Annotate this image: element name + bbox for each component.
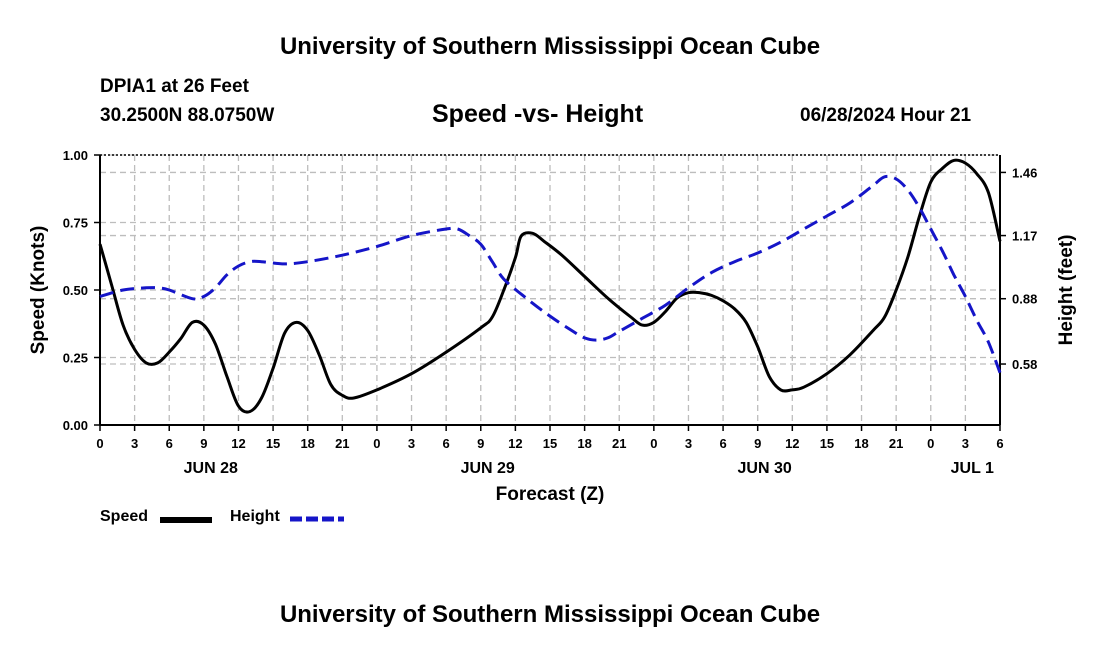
date-label: JUN 28 [184,460,238,477]
x-tick-label: 3 [685,436,692,451]
x-tick-label: 9 [754,436,761,451]
x-tick-label: 18 [300,436,314,451]
x-axis-title: Forecast (Z) [496,484,605,505]
gridlines [99,154,1001,426]
x-tick-label: 3 [962,436,969,451]
x-tick-label: 9 [200,436,207,451]
height-series-line [99,174,1002,374]
date-label: JUN 30 [737,460,791,477]
x-tick-label: 12 [508,436,522,451]
y-tick-label: 0.25 [63,351,88,366]
x-tick-label: 15 [543,436,557,451]
x-tick-label: 9 [477,436,484,451]
x-axis-ticks: 0 3 6 9 12 15 18 21 0 3 6 9 12 15 18 21 0 3 6 9 12 15 18 21 0 3 6 [96,425,1004,451]
forecast-datetime: 06/28/2024 Hour 21 [800,105,972,126]
y2-axis-title: Height (feet) [1056,235,1077,346]
series-lines [98,158,1002,414]
y2-tick-label: 0.88 [1012,292,1037,307]
x-tick-label: 12 [231,436,245,451]
x-tick-label: 3 [408,436,415,451]
x-tick-label: 15 [820,436,834,451]
x-tick-label: 15 [266,436,280,451]
y-tick-label: 0.50 [63,283,88,298]
x-tick-label: 6 [443,436,450,451]
x-tick-label: 21 [612,436,626,451]
x-tick-label: 6 [166,436,173,451]
x-tick-label: 18 [854,436,868,451]
date-labels: JUN 28 JUN 29 JUN 30 JUL 1 [184,460,994,477]
legend-height-label: Height [230,508,280,525]
legend-speed-label: Speed [100,508,149,525]
y2-axis-ticks: 0.58 0.88 1.17 1.46 [1000,165,1037,372]
x-tick-label: 21 [335,436,349,451]
y2-tick-label: 1.17 [1012,229,1037,244]
date-label: JUL 1 [951,460,994,477]
chart-title: University of Southern Mississippi Ocean… [279,33,821,60]
x-tick-label: 12 [785,436,799,451]
y2-tick-label: 0.58 [1012,357,1037,372]
coordinates-label: 30.2500N 88.0750W [100,105,275,126]
x-tick-label: 18 [577,436,591,451]
y2-tick-label: 1.46 [1012,165,1037,180]
footer-title: University of Southern Mississippi Ocean… [279,601,821,628]
x-tick-label: 6 [996,436,1003,451]
y-tick-label: 0.00 [63,418,88,433]
x-tick-label: 21 [889,436,903,451]
y-axis-title: Speed (Knots) [28,226,49,355]
x-tick-label: 0 [650,436,657,451]
speed-series-line [98,158,1002,414]
x-tick-label: 0 [96,436,103,451]
legend-speed-swatch [160,517,212,523]
date-label: JUN 29 [461,460,515,477]
y-tick-label: 0.75 [63,216,88,231]
x-tick-label: 0 [927,436,934,451]
legend-height-swatch [290,516,344,522]
station-label: DPIA1 at 26 Feet [100,76,249,97]
y-axis-ticks: 0.00 0.25 0.50 0.75 1.00 [63,148,100,433]
x-tick-label: 0 [373,436,380,451]
x-tick-label: 3 [131,436,138,451]
x-tick-label: 6 [719,436,726,451]
chart-subtitle: Speed -vs- Height [432,100,644,128]
y-tick-label: 1.00 [63,148,88,163]
